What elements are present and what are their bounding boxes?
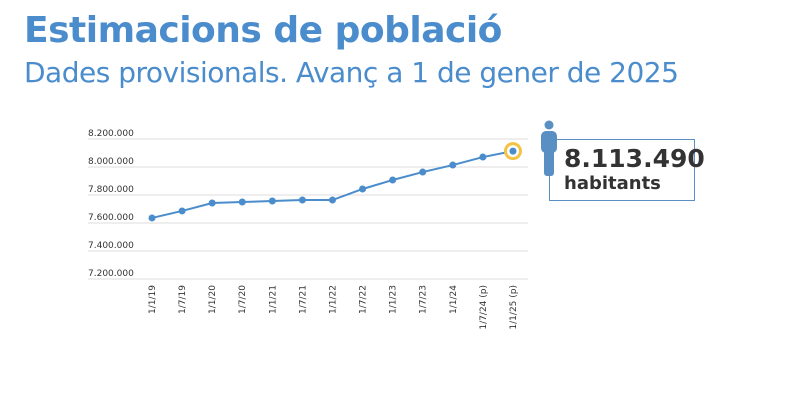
x-tick-label: 1/7/24 (p) — [479, 285, 489, 330]
x-tick-label: 1/1/21 — [268, 285, 278, 314]
population-unit: habitants — [564, 173, 661, 194]
x-tick-label: 1/1/23 — [389, 285, 399, 314]
x-tick-label: 1/7/22 — [359, 285, 369, 314]
x-tick-label: 1/7/19 — [178, 285, 188, 314]
y-tick-label: 8.200.000 — [88, 129, 134, 139]
population-callout: 8.113.490 habitants — [549, 139, 705, 201]
person-icon — [544, 120, 554, 130]
data-point — [449, 161, 457, 169]
data-point — [419, 168, 427, 176]
x-tick-label: 1/1/24 — [449, 285, 459, 314]
x-tick-label: 1/1/20 — [208, 285, 218, 314]
data-point — [479, 153, 487, 161]
page-subtitle: Dades provisionals. Avanç a 1 de gener d… — [24, 56, 679, 89]
y-tick-label: 7.600.000 — [88, 213, 134, 223]
x-tick-label: 1/1/22 — [328, 285, 338, 314]
population-value: 8.113.490 — [564, 144, 705, 173]
data-point — [178, 207, 186, 215]
y-tick-label: 7.200.000 — [88, 269, 134, 279]
data-point — [298, 196, 306, 204]
y-tick-label: 7.400.000 — [88, 241, 134, 251]
x-tick-label: 1/1/19 — [148, 285, 158, 314]
data-point — [328, 196, 336, 204]
data-point — [509, 147, 517, 155]
data-point — [238, 198, 246, 206]
data-point — [148, 214, 156, 222]
page-title: Estimacions de població — [24, 10, 502, 51]
data-point — [389, 176, 397, 184]
y-tick-label: 8.000.000 — [88, 157, 134, 167]
data-point — [359, 185, 367, 193]
x-tick-label: 1/7/20 — [238, 285, 248, 314]
data-point — [268, 197, 276, 205]
x-tick-label: 1/1/25 (p) — [509, 285, 519, 330]
data-point — [208, 199, 216, 207]
x-tick-label: 1/7/23 — [419, 285, 429, 314]
y-tick-label: 7.800.000 — [88, 185, 134, 195]
x-tick-label: 1/7/21 — [298, 285, 308, 314]
series-line — [151, 150, 514, 219]
